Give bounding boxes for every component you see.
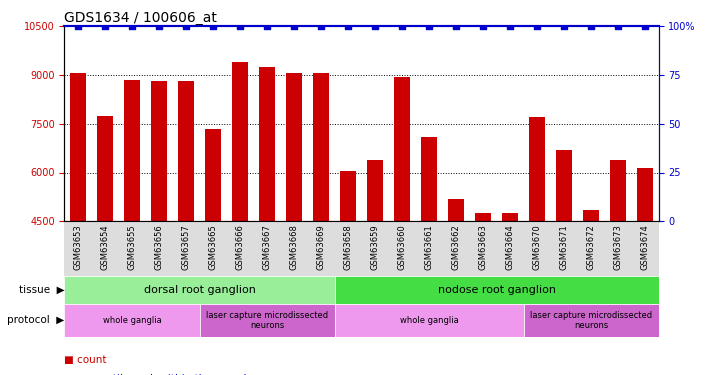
Bar xyxy=(637,168,653,368)
Text: GSM63665: GSM63665 xyxy=(208,224,218,270)
Point xyxy=(153,23,165,29)
Point xyxy=(315,23,326,29)
Point xyxy=(558,23,570,29)
Text: GSM63657: GSM63657 xyxy=(181,224,190,270)
Point xyxy=(504,23,516,29)
Text: whole ganglia: whole ganglia xyxy=(400,316,458,325)
Text: GSM63667: GSM63667 xyxy=(263,224,271,270)
Bar xyxy=(70,74,86,368)
Point xyxy=(342,23,354,29)
Text: laser capture microdissected
neurons: laser capture microdissected neurons xyxy=(530,310,652,330)
Text: GSM63666: GSM63666 xyxy=(236,224,245,270)
Text: GSM63664: GSM63664 xyxy=(505,224,515,270)
Text: ■ percentile rank within the sample: ■ percentile rank within the sample xyxy=(64,374,253,375)
Bar xyxy=(259,67,275,368)
Bar xyxy=(334,304,523,337)
Text: GSM63655: GSM63655 xyxy=(127,224,137,270)
Text: GSM63671: GSM63671 xyxy=(560,224,569,270)
Text: ■ count: ■ count xyxy=(64,356,107,366)
Bar xyxy=(124,80,140,368)
Point xyxy=(72,23,84,29)
Text: whole ganglia: whole ganglia xyxy=(102,316,161,325)
Bar xyxy=(583,210,599,368)
Point xyxy=(100,23,111,29)
Text: nodose root ganglion: nodose root ganglion xyxy=(437,285,556,295)
Text: GSM63653: GSM63653 xyxy=(74,224,82,270)
Text: GSM63672: GSM63672 xyxy=(586,224,596,270)
Bar xyxy=(178,81,194,368)
Text: GSM63658: GSM63658 xyxy=(344,224,352,270)
Text: GSM63669: GSM63669 xyxy=(316,224,326,270)
Bar xyxy=(523,304,659,337)
Point xyxy=(531,23,543,29)
Point xyxy=(369,23,381,29)
Point xyxy=(126,23,137,29)
Bar xyxy=(286,74,302,368)
Bar xyxy=(448,198,464,368)
Text: GSM63659: GSM63659 xyxy=(371,224,379,270)
Point xyxy=(261,23,273,29)
Point xyxy=(478,23,489,29)
Bar xyxy=(200,304,334,337)
Point xyxy=(180,23,192,29)
Point xyxy=(612,23,624,29)
Text: GSM63673: GSM63673 xyxy=(614,224,623,270)
Bar xyxy=(394,76,410,368)
Bar xyxy=(151,81,167,368)
Point xyxy=(234,23,246,29)
Text: GSM63670: GSM63670 xyxy=(533,224,542,270)
Point xyxy=(639,23,651,29)
Point xyxy=(450,23,462,29)
Point xyxy=(208,23,219,29)
Text: GSM63662: GSM63662 xyxy=(452,224,460,270)
Point xyxy=(586,23,597,29)
Text: tissue  ▶: tissue ▶ xyxy=(19,285,64,295)
Bar xyxy=(313,74,329,368)
Text: GSM63663: GSM63663 xyxy=(478,224,488,270)
Bar xyxy=(421,137,437,368)
Bar xyxy=(340,171,356,368)
Text: GSM63668: GSM63668 xyxy=(289,224,299,270)
Bar xyxy=(529,117,546,368)
Text: dorsal root ganglion: dorsal root ganglion xyxy=(144,285,256,295)
Bar xyxy=(64,276,334,304)
Point xyxy=(289,23,300,29)
Text: protocol  ▶: protocol ▶ xyxy=(7,315,64,325)
Bar xyxy=(334,276,659,304)
Text: GSM63661: GSM63661 xyxy=(425,224,434,270)
Bar xyxy=(232,62,248,368)
Point xyxy=(423,23,435,29)
Text: laser capture microdissected
neurons: laser capture microdissected neurons xyxy=(206,310,328,330)
Bar xyxy=(475,213,491,368)
Text: GSM63660: GSM63660 xyxy=(397,224,407,270)
Bar xyxy=(556,150,572,368)
Bar xyxy=(502,213,518,368)
Text: GDS1634 / 100606_at: GDS1634 / 100606_at xyxy=(64,11,218,25)
Bar xyxy=(367,159,383,368)
Text: GSM63656: GSM63656 xyxy=(155,224,163,270)
Point xyxy=(397,23,408,29)
Bar xyxy=(205,129,221,368)
Text: GSM63674: GSM63674 xyxy=(641,224,649,270)
Bar xyxy=(64,304,200,337)
Bar xyxy=(610,159,626,368)
Text: GSM63654: GSM63654 xyxy=(100,224,110,270)
Bar xyxy=(97,116,113,368)
